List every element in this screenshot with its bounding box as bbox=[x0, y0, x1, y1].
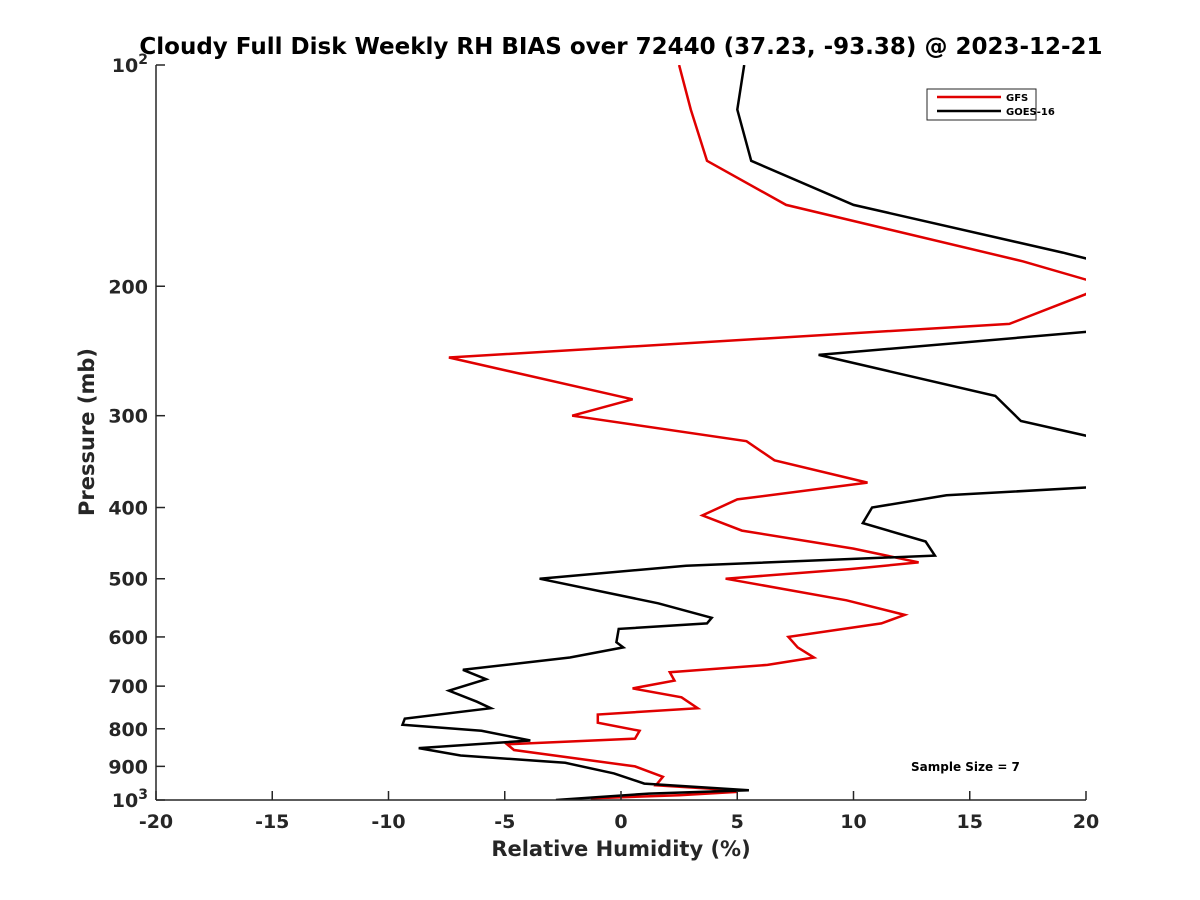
x-axis-label: Relative Humidity (%) bbox=[491, 837, 750, 861]
x-tick-label: 5 bbox=[731, 811, 744, 833]
y-axis-label: Pressure (mb) bbox=[75, 348, 99, 516]
x-tick-label: -10 bbox=[371, 811, 405, 833]
legend-box bbox=[926, 88, 1037, 121]
y-tick-label: 200 bbox=[108, 276, 148, 298]
y-tick-label: 800 bbox=[108, 719, 148, 741]
x-ticks: -20 -15 -10 -5 0 5 10 15 20 bbox=[139, 791, 1099, 833]
y-ticks: 102 200 300 400 500 600 700 800 900 103 bbox=[108, 52, 165, 812]
y-tick-label: 102 bbox=[112, 52, 148, 77]
series-line-gfs bbox=[448, 65, 1086, 800]
series-line-goes-16 bbox=[400, 65, 1086, 800]
legend: GFS GOES-16 bbox=[926, 88, 1055, 121]
y-tick-label: 400 bbox=[108, 498, 148, 520]
x-tick-label: 15 bbox=[957, 811, 983, 833]
x-tick-label: -20 bbox=[139, 811, 173, 833]
y-tick-label: 700 bbox=[108, 676, 148, 698]
y-tick-label: 900 bbox=[108, 756, 148, 778]
x-tick-label: -15 bbox=[255, 811, 289, 833]
sample-size-annotation: Sample Size = 7 bbox=[911, 760, 1020, 774]
y-tick-label: 103 bbox=[112, 787, 148, 812]
y-tick-label: 500 bbox=[108, 569, 148, 591]
x-tick-label: 20 bbox=[1073, 811, 1099, 833]
legend-label-goes16: GOES-16 bbox=[1006, 107, 1055, 118]
legend-label-gfs: GFS bbox=[1006, 93, 1028, 104]
axes-layer bbox=[155, 65, 1086, 801]
x-tick-label: 0 bbox=[614, 811, 627, 833]
series-layer bbox=[400, 65, 1086, 800]
x-tick-label: 10 bbox=[840, 811, 866, 833]
y-tick-label: 300 bbox=[108, 406, 148, 428]
chart-title: Cloudy Full Disk Weekly RH BIAS over 724… bbox=[139, 34, 1102, 60]
y-tick-label: 600 bbox=[108, 627, 148, 649]
x-tick-label: -5 bbox=[494, 811, 515, 833]
